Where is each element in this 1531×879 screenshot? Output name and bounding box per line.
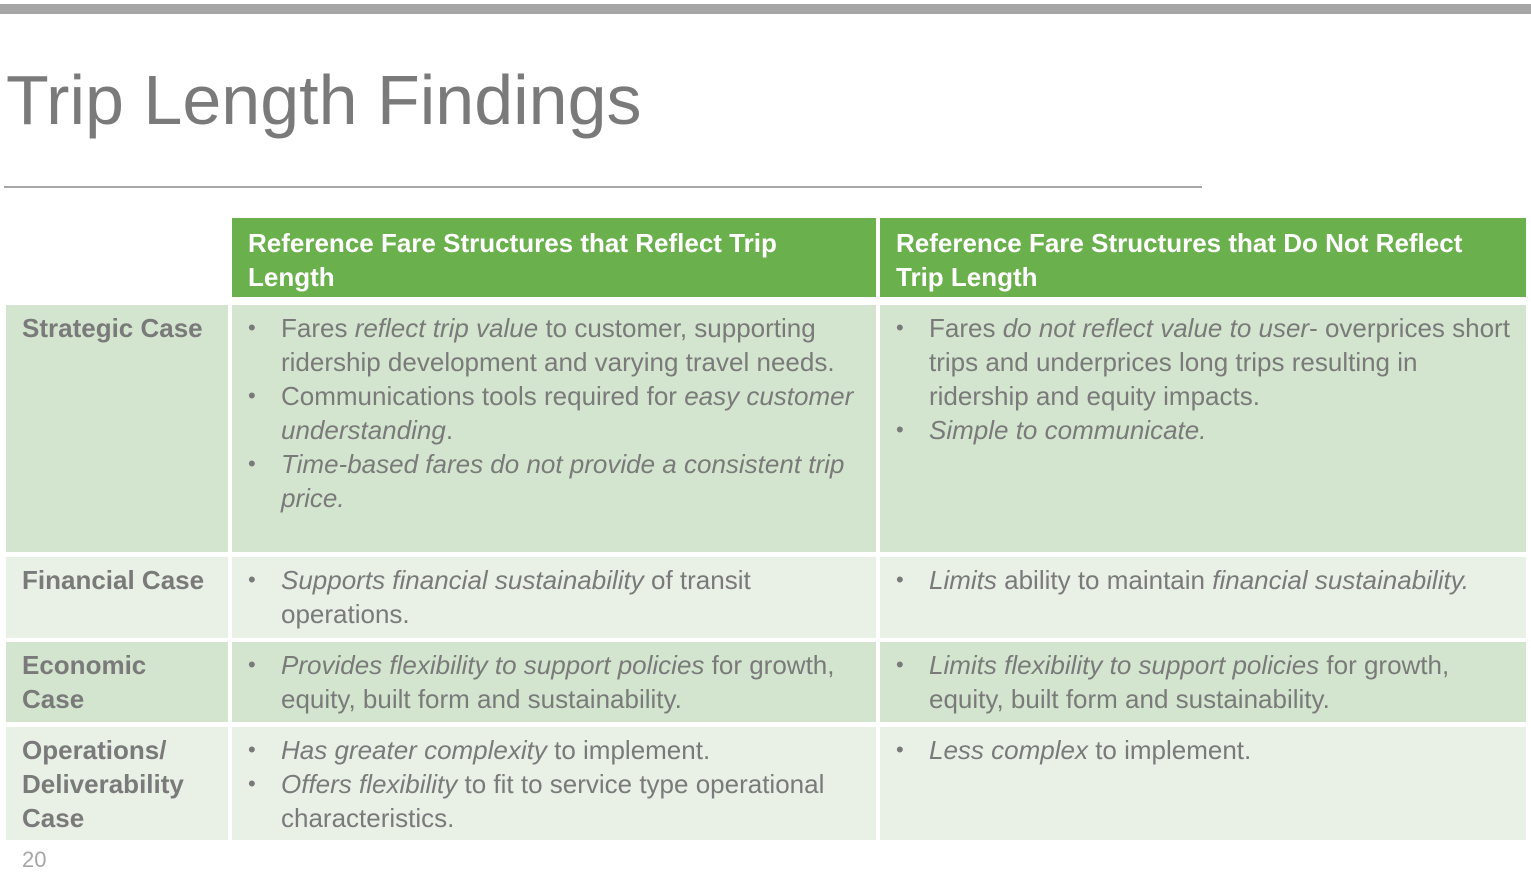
bullet-item: Communications tools required for easy c… [248, 379, 860, 447]
bullet-text: do not reflect value to user [1002, 313, 1310, 343]
bullet-item: Fares reflect trip value to customer, su… [248, 311, 860, 379]
column-header-2: Reference Fare Structures that Do Not Re… [880, 218, 1526, 297]
table-cell: Limits flexibility to support policies f… [880, 642, 1526, 722]
bullet-text: Less complex [929, 735, 1088, 765]
bullet-text: of transit operations. [281, 565, 751, 629]
column-header-1: Reference Fare Structures that Reflect T… [232, 218, 876, 297]
bullet-item: Offers flexibility to fit to service typ… [248, 767, 860, 835]
bullet-item: Has greater complexity to implement. [248, 733, 860, 767]
bullet-text: Has greater complexity [281, 735, 547, 765]
table-cell: Supports financial sustainability of tra… [232, 557, 876, 638]
table-cell: Fares do not reflect value to user- over… [880, 305, 1526, 552]
row-label: Strategic Case [6, 305, 228, 552]
row-label: Financial Case [6, 557, 228, 638]
bullet-list: Fares reflect trip value to customer, su… [248, 311, 860, 515]
bullet-item: Simple to communicate. [896, 413, 1510, 447]
table-cell: Provides flexibility to support policies… [232, 642, 876, 722]
table-cell: Limits ability to maintain financial sus… [880, 557, 1526, 638]
top-bar [0, 4, 1531, 14]
bullet-text: for growth, equity, built form and susta… [929, 650, 1450, 714]
bullet-text: Communications tools required for [281, 381, 685, 411]
bullet-text: Fares [281, 313, 355, 343]
bullet-item: Fares do not reflect value to user- over… [896, 311, 1510, 413]
bullet-text: financial sustainability. [1212, 565, 1469, 595]
table-cell: Less complex to implement. [880, 727, 1526, 840]
bullet-text: to implement. [1087, 735, 1252, 765]
row-label: Economic Case [6, 642, 228, 722]
bullet-item: Provides flexibility to support policies… [248, 648, 860, 716]
table-cell: Has greater complexity to implement.Offe… [232, 727, 876, 840]
bullet-list: Limits ability to maintain financial sus… [896, 563, 1510, 597]
bullet-text: to fit to service type operational chara… [281, 769, 825, 833]
bullet-text: for growth, equity, built form and susta… [281, 650, 835, 714]
bullet-text: reflect trip value [354, 313, 539, 343]
page-number: 20 [22, 847, 47, 872]
table-cell: Fares reflect trip value to customer, su… [232, 305, 876, 552]
bullet-text: Supports financial sustainability [281, 565, 644, 595]
bullet-item: Less complex to implement. [896, 733, 1510, 767]
bullet-list: Fares do not reflect value to user- over… [896, 311, 1510, 447]
bullet-text: easy customer understanding [281, 381, 854, 445]
row-label: Operations/ Deliverability Case [6, 727, 228, 840]
bullet-item: Time-based fares do not provide a consis… [248, 447, 860, 515]
bullet-text: Fares [929, 313, 1003, 343]
bullet-item: Limits ability to maintain financial sus… [896, 563, 1510, 597]
bullet-text: Simple to communicate. [929, 415, 1207, 445]
bullet-text: Time-based fares do not provide a consis… [281, 449, 845, 513]
bullet-text: . [445, 415, 454, 445]
bullet-item: Limits flexibility to support policies f… [896, 648, 1510, 716]
bullet-text: Limits [929, 565, 997, 595]
bullet-list: Limits flexibility to support policies f… [896, 648, 1510, 716]
bullet-text: Provides flexibility to support policies [281, 650, 705, 680]
bullet-item: Supports financial sustainability of tra… [248, 563, 860, 631]
bullet-list: Supports financial sustainability of tra… [248, 563, 860, 631]
bullet-list: Has greater complexity to implement.Offe… [248, 733, 860, 835]
page-title: Trip Length Findings [6, 61, 642, 139]
bullet-text: - overprices short trips and underprices… [929, 313, 1510, 411]
bullet-text: to customer, supporting ridership develo… [281, 313, 835, 377]
title-divider [4, 186, 1202, 188]
bullet-text: ability to maintain [996, 565, 1213, 595]
bullet-text: Limits flexibility to support policies [929, 650, 1320, 680]
bullet-list: Less complex to implement. [896, 733, 1510, 767]
bullet-text: Offers flexibility [281, 769, 458, 799]
bullet-text: to implement. [546, 735, 711, 765]
bullet-list: Provides flexibility to support policies… [248, 648, 860, 716]
